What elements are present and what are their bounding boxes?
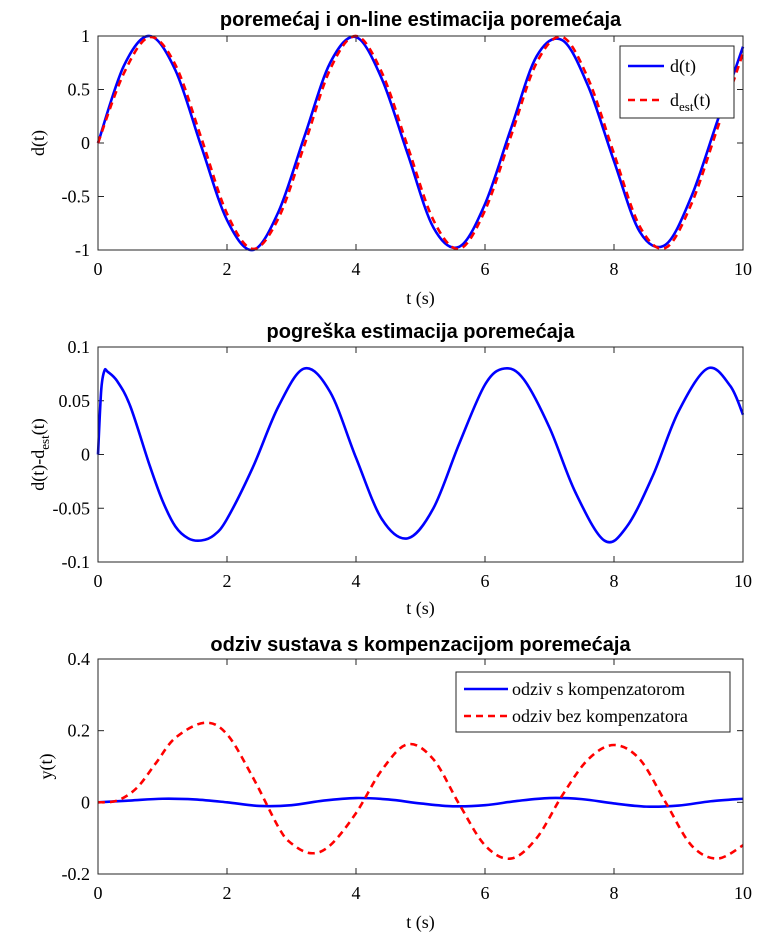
legend-entry-main: d <box>670 90 679 110</box>
legend-entry-without-compensator: odziv bez kompenzatora <box>512 706 688 726</box>
x-tick-label: 2 <box>223 883 232 903</box>
legend-box <box>455 671 731 733</box>
y-tick-label: 1 <box>81 26 90 46</box>
x-axis-label: t (s) <box>406 912 435 933</box>
y-tick-label: 0.4 <box>68 649 91 669</box>
axes-frame <box>97 35 744 251</box>
legend-entry-sub: est <box>679 99 694 114</box>
legend-entry-tail: (t) <box>693 90 710 111</box>
legend-entry-with-compensator: odziv s kompenzatorom <box>512 679 685 699</box>
y-axis-label-tail: (t) <box>28 418 49 435</box>
legend-entry-d: d(t) <box>670 56 696 77</box>
y-tick-label: 0.2 <box>68 721 91 741</box>
chart-title: odziv sustava s kompenzacijom poremećaja <box>210 634 631 656</box>
x-tick-label: 10 <box>734 571 752 591</box>
axis-ticks: 0 2 4 6 8 10-0.200.20.4 <box>62 649 753 903</box>
y-tick-label: -0.05 <box>53 498 91 518</box>
axis-ticks: 0 2 4 6 8 10 -0.1 -0.05 0 0.05 0.1 <box>53 337 753 591</box>
y-tick-label: -1 <box>75 240 90 260</box>
y-axis-label-main: d(t)-d <box>28 450 49 491</box>
y-tick-label: 0.05 <box>59 391 91 411</box>
legend: odziv s kompenzatorom odziv bez kompenza… <box>455 671 731 733</box>
x-axis-label: t (s) <box>406 288 435 309</box>
x-tick-label: 10 <box>734 259 752 279</box>
y-tick-label: 0.5 <box>68 80 91 100</box>
series-line-1 <box>97 721 744 861</box>
axes-frame <box>97 346 744 563</box>
x-tick-label: 6 <box>481 571 490 591</box>
x-tick-label: 4 <box>352 571 361 591</box>
legend-entry-d-est: dest(t) <box>670 90 710 114</box>
x-tick-label: 8 <box>610 259 619 279</box>
x-tick-label: 0 <box>94 571 103 591</box>
x-axis-label: t (s) <box>406 598 435 619</box>
y-tick-label: -0.1 <box>62 552 91 572</box>
plot-lines <box>97 721 744 861</box>
chart-title: pogreška estimacija poremećaja <box>267 321 576 343</box>
y-tick-label: 0.1 <box>68 337 91 357</box>
x-tick-label: 4 <box>352 259 361 279</box>
plot-lines <box>96 34 745 252</box>
y-axis-label: y(t) <box>36 754 57 780</box>
y-tick-label: -0.5 <box>62 187 91 207</box>
series-line-1 <box>96 34 745 251</box>
y-tick-label: 0 <box>81 445 90 465</box>
x-tick-label: 6 <box>481 883 490 903</box>
y-axis-label-sub: est <box>37 435 52 450</box>
x-tick-label: 0 <box>94 259 103 279</box>
y-axis-label: d(t)-dest(t) <box>28 418 52 490</box>
x-tick-label: 2 <box>223 259 232 279</box>
x-tick-label: 10 <box>734 883 752 903</box>
y-tick-label: 0 <box>81 133 90 153</box>
series-line-0 <box>96 34 745 252</box>
series-line-0 <box>96 366 745 544</box>
chart-title: poremećaj i on-line estimacija poremećaj… <box>220 9 622 31</box>
x-tick-label: 0 <box>94 883 103 903</box>
x-tick-label: 6 <box>481 259 490 279</box>
y-tick-label: 0 <box>81 792 90 812</box>
chart-panel-response: odziv sustava s kompenzacijom poremećaja… <box>36 634 752 933</box>
x-tick-label: 8 <box>610 571 619 591</box>
axes-frame <box>97 658 744 875</box>
x-tick-label: 8 <box>610 883 619 903</box>
chart-panel-disturbance: poremećaj i on-line estimacija poremećaj… <box>28 9 752 309</box>
series-line-0 <box>97 796 744 809</box>
y-tick-label: -0.2 <box>62 864 91 884</box>
y-axis-label: d(t) <box>28 130 49 156</box>
x-tick-label: 2 <box>223 571 232 591</box>
plot-lines <box>96 366 745 544</box>
chart-panel-error: pogreška estimacija poremećaja d(t)-dest… <box>28 321 752 619</box>
legend: d(t) dest(t) <box>619 45 735 119</box>
legend-box <box>619 45 735 119</box>
axis-ticks: 0 2 4 6 8 10 -1 -0.5 0 0.5 1 <box>62 26 753 279</box>
x-tick-label: 4 <box>352 883 361 903</box>
